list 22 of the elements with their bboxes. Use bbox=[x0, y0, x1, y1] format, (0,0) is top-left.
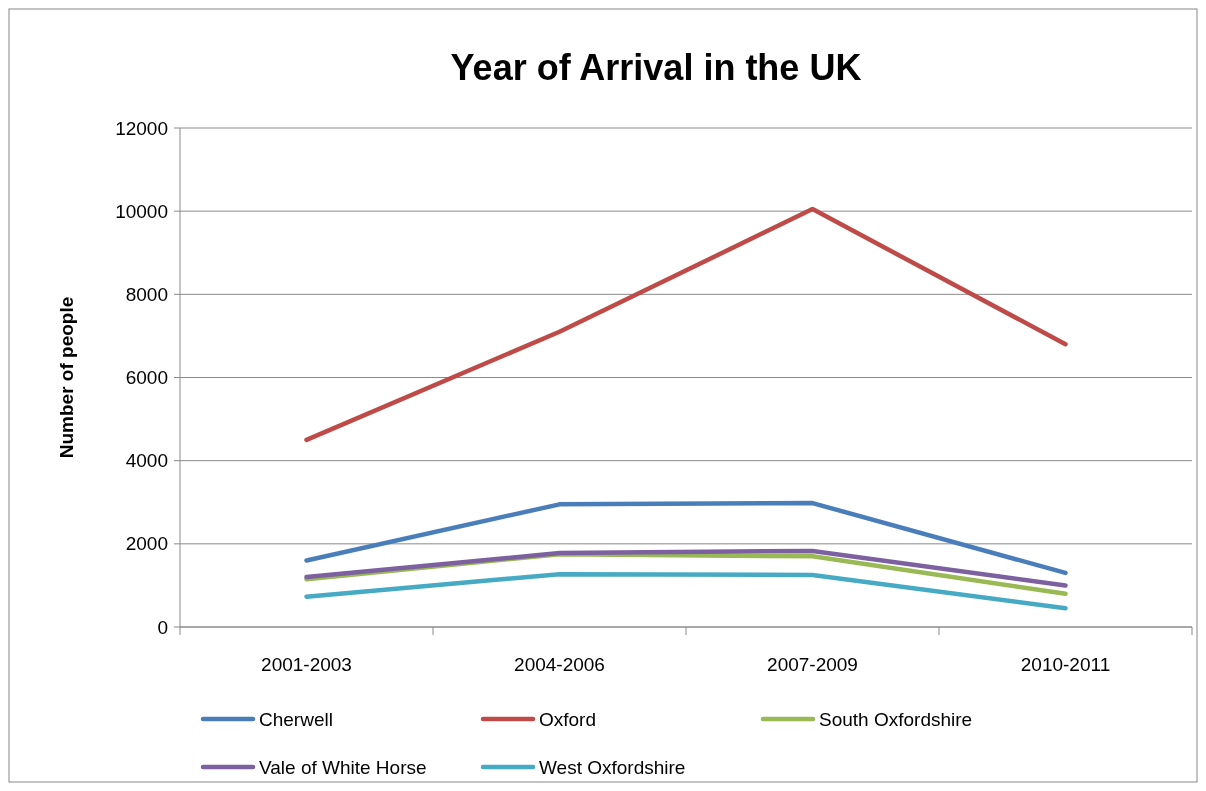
y-tick-label: 10000 bbox=[115, 200, 168, 222]
y-tick-label: 6000 bbox=[125, 367, 168, 389]
legend-label: Cherwell bbox=[259, 708, 333, 730]
legend-label: West Oxfordshire bbox=[539, 756, 686, 778]
line-series bbox=[304, 206, 1068, 443]
line-series bbox=[304, 571, 1068, 611]
y-tick-label: 12000 bbox=[115, 117, 168, 139]
line-series bbox=[304, 548, 1068, 588]
y-tick-label: 0 bbox=[157, 616, 168, 638]
y-axis-title: Number of people bbox=[56, 296, 77, 459]
y-tick-label: 2000 bbox=[125, 533, 168, 555]
legend-label: Oxford bbox=[539, 708, 597, 730]
legend-label: Vale of White Horse bbox=[259, 756, 427, 778]
y-tick-label: 8000 bbox=[125, 283, 168, 305]
y-tick-label: 4000 bbox=[125, 450, 168, 472]
chart-title: Year of Arrival in the UK bbox=[450, 47, 862, 88]
x-tick-label: 2001-2003 bbox=[261, 654, 352, 675]
line-series bbox=[304, 500, 1068, 576]
x-tick-label: 2007-2009 bbox=[767, 654, 858, 675]
x-tick-label: 2004-2006 bbox=[514, 654, 605, 675]
x-tick-label: 2010-2011 bbox=[1020, 654, 1111, 675]
legend-label: South Oxfordshire bbox=[819, 708, 973, 730]
